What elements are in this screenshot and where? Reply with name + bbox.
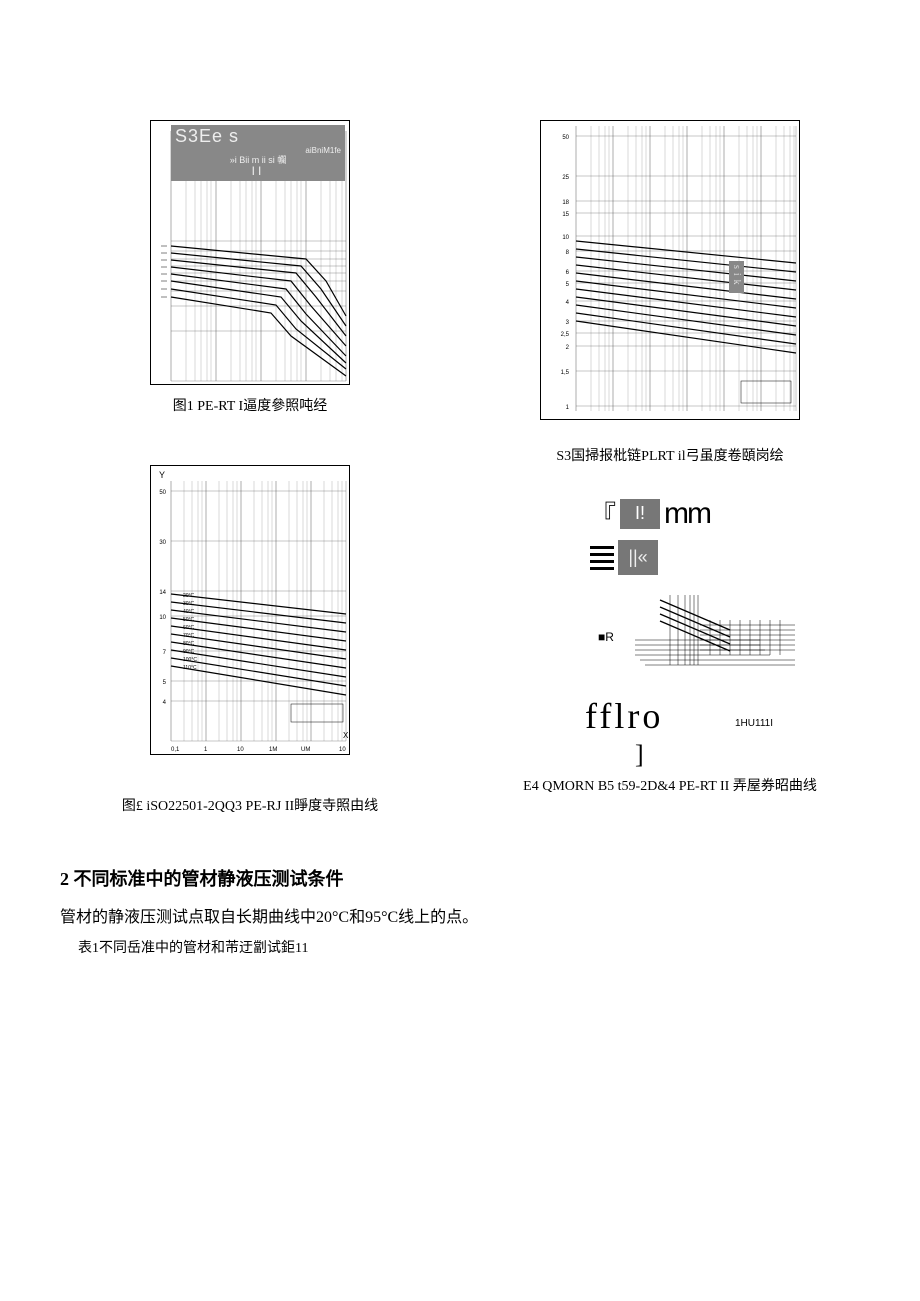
- figure-2-svg: 50 25 18 15 10 8 6 5 4 3 2,5 2 1,5 1: [541, 121, 801, 421]
- svg-text:30°C: 30°C: [183, 601, 195, 607]
- figure-2: sik: [480, 120, 860, 465]
- svg-text:10: 10: [562, 235, 569, 241]
- svg-text:110°C: 110°C: [183, 665, 197, 671]
- figure-4-top-row: 『 I! mm: [590, 495, 710, 532]
- svg-text:2,5: 2,5: [561, 332, 570, 338]
- svg-text:10: 10: [159, 615, 166, 621]
- figure-2-caption: S3国掃报枇链PLRT il弓虽度卷頤岗绘: [556, 445, 783, 465]
- svg-text:14: 14: [159, 590, 166, 596]
- figure-4-bracket: ]: [635, 740, 644, 770]
- svg-text:1,5: 1,5: [561, 370, 570, 376]
- svg-text:10: 10: [339, 747, 346, 753]
- figure-1-chart: S3Ee s aiBniM1fe »i Bii m ii si 幱 II: [150, 120, 350, 385]
- section-2-number: 2: [60, 869, 69, 889]
- figure-4-mid-row: ||«: [590, 540, 658, 575]
- svg-text:2: 2: [566, 345, 570, 351]
- svg-text:UM: UM: [301, 747, 310, 753]
- figure-4-small-text: 1HU111I: [735, 718, 773, 729]
- svg-text:50°C: 50°C: [183, 617, 195, 623]
- svg-text:0,1: 0,1: [171, 747, 180, 753]
- svg-text:40°C: 40°C: [183, 609, 195, 615]
- figure-1-title-block: S3Ee s aiBniM1fe »i Bii m ii si 幱 II: [171, 125, 345, 181]
- svg-text:20°C: 20°C: [183, 593, 195, 599]
- svg-text:10: 10: [237, 747, 244, 753]
- section-2-heading: 2 不同标准中的管材静液压测试条件: [60, 865, 860, 891]
- svg-text:100°C: 100°C: [183, 657, 197, 663]
- section-2-heading-text: 不同标准中的管材静液压测试条件: [74, 869, 344, 889]
- figure-3-chart: Y 50 30: [150, 465, 350, 755]
- table-1-caption: 表1不同岳准中的管材和芾迂劏试鉅11: [78, 937, 860, 957]
- svg-text:60°C: 60°C: [183, 625, 195, 631]
- svg-text:50: 50: [562, 135, 569, 141]
- figure-4-graphic: 『 I! mm ||« ■R fflro: [540, 485, 800, 765]
- svg-text:30: 30: [159, 540, 166, 546]
- svg-text:18: 18: [562, 200, 569, 206]
- svg-text:25: 25: [562, 175, 569, 181]
- figure-1: S3Ee s aiBniM1fe »i Bii m ii si 幱 II: [60, 120, 440, 465]
- figure-1-title-line1: S3Ee s: [175, 127, 341, 147]
- figure-4-bars-left: [590, 542, 614, 574]
- svg-text:80°C: 80°C: [183, 641, 195, 647]
- svg-text:Y: Y: [159, 470, 165, 480]
- figure-4-gray-block-2: ||«: [618, 540, 658, 575]
- svg-text:3: 3: [566, 320, 570, 326]
- svg-text:5: 5: [163, 680, 167, 686]
- figure-4-caption: E4 QMORN B5 t59-2D&4 PE-RT II 弄屋券昭曲线: [523, 775, 817, 795]
- figure-4: 『 I! mm ||« ■R fflro: [480, 485, 860, 815]
- figures-grid: S3Ee s aiBniM1fe »i Bii m ii si 幱 II: [60, 120, 860, 815]
- figure-4-minigraph: [630, 595, 800, 685]
- svg-text:70°C: 70°C: [183, 633, 195, 639]
- svg-text:X: X: [343, 731, 349, 740]
- svg-text:1: 1: [566, 405, 570, 411]
- svg-text:4: 4: [566, 300, 570, 306]
- figure-4-big-text: fflro: [585, 695, 663, 737]
- svg-text:5: 5: [566, 282, 570, 288]
- svg-text:15: 15: [562, 212, 569, 218]
- svg-text:6: 6: [566, 270, 570, 276]
- figure-3-caption: 图£ iSO22501-2QQ3 PE-RJ II睜度寺照由线: [122, 795, 378, 815]
- section-2-paragraph: 管材的静液压测试点取自长期曲线中20°C和95°C线上的点。: [60, 905, 860, 931]
- svg-text:7: 7: [163, 650, 167, 656]
- figure-4-gray-block-1: I!: [620, 499, 660, 529]
- svg-text:1: 1: [204, 747, 208, 753]
- figure-4-r-label: ■R: [598, 630, 614, 644]
- figure-4-mm-text: mm: [664, 497, 710, 531]
- svg-text:90°C: 90°C: [183, 649, 195, 655]
- figure-2-chart: sik: [540, 120, 800, 420]
- svg-text:50: 50: [159, 490, 166, 496]
- svg-text:1M: 1M: [269, 747, 277, 753]
- figure-3: Y 50 30: [60, 465, 440, 815]
- figure-2-side-label: sik: [729, 261, 744, 293]
- svg-text:4: 4: [163, 700, 167, 706]
- figure-1-title-line4: II: [175, 165, 341, 178]
- figure-3-svg: Y 50 30: [151, 466, 351, 756]
- svg-text:8: 8: [566, 250, 570, 256]
- figure-1-caption: 图1 PE-RT I逼度參照吨经: [173, 395, 327, 415]
